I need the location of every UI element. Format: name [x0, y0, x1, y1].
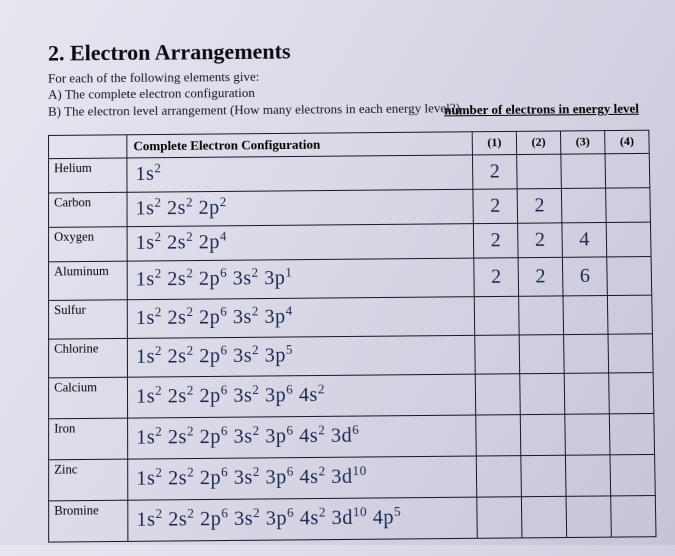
table-row: Helium1s22: [49, 153, 650, 193]
level-value-4: [609, 372, 654, 413]
element-name: Aluminum: [49, 261, 128, 300]
level-value-3: 4: [562, 222, 607, 257]
level-value-2: [521, 455, 566, 496]
table-row: Chlorine1s2 2s2 2p6 3s2 3p5: [49, 334, 654, 378]
level-value-4: [610, 454, 655, 495]
level-col-4: (4): [605, 130, 650, 154]
level-value-3: [565, 455, 610, 496]
section-heading: Electron Arrangements: [70, 38, 291, 65]
level-value-1: 2: [473, 189, 518, 224]
level-value-3: [563, 295, 608, 334]
config-col-header: Complete Electron Configuration: [127, 132, 473, 158]
electron-configuration: 1s2 2s2 2p2: [127, 189, 473, 226]
electron-configuration: 1s2 2s2 2p6 3s2 3p6 4s2 3d6: [128, 415, 477, 459]
level-value-1: 2: [472, 154, 517, 189]
level-value-4: [605, 153, 650, 188]
level-value-1: [476, 455, 521, 496]
level-value-2: 2: [518, 257, 563, 296]
level-value-4: [609, 413, 654, 454]
table-row: Zinc1s2 2s2 2p6 3s2 3p6 4s2 3d10: [49, 454, 656, 500]
level-value-1: [476, 414, 521, 455]
level-value-3: [566, 496, 611, 538]
section-title: 2. Electron Arrangements: [48, 35, 648, 66]
level-value-3: [564, 373, 609, 414]
level-value-2: [520, 414, 565, 455]
element-name: Chlorine: [49, 338, 128, 377]
element-name: Zinc: [49, 459, 128, 501]
level-value-4: [607, 256, 652, 295]
element-name: Bromine: [49, 500, 128, 542]
table-row: Iron1s2 2s2 2p6 3s2 3p6 4s2 3d6: [49, 413, 655, 459]
level-value-3: [561, 154, 606, 189]
level-value-2: [519, 296, 564, 335]
table-row: Oxygen1s2 2s2 2p4224: [49, 222, 651, 262]
table-row: Aluminum1s2 2s2 2p6 3s2 3p1226: [49, 256, 652, 300]
level-value-3: [564, 334, 609, 373]
electron-table: Complete Electron Configuration (1) (2) …: [48, 129, 657, 542]
level-value-3: 6: [562, 257, 607, 296]
element-name: Carbon: [49, 192, 128, 227]
level-value-2: 2: [518, 223, 563, 258]
table-row: Sulfur1s2 2s2 2p6 3s2 3p4: [49, 295, 653, 339]
electron-configuration: 1s2: [127, 155, 473, 192]
level-col-2: (2): [516, 131, 561, 155]
level-value-3: [561, 188, 606, 223]
level-value-1: [474, 296, 519, 335]
element-name: Calcium: [49, 377, 128, 419]
level-value-3: [565, 414, 610, 455]
table-row: Calcium1s2 2s2 2p6 3s2 3p6 4s2: [49, 372, 654, 418]
level-col-1: (1): [472, 131, 516, 155]
element-name: Iron: [49, 418, 128, 460]
electron-configuration: 1s2 2s2 2p6 3s2 3p5: [127, 335, 475, 377]
electron-configuration: 1s2 2s2 2p6 3s2 3p4: [127, 296, 474, 338]
electron-configuration: 1s2 2s2 2p6 3s2 3p6 4s2: [127, 374, 475, 418]
level-value-2: [521, 496, 566, 538]
level-value-4: [606, 222, 651, 257]
level-value-1: [475, 335, 520, 374]
element-name: Sulfur: [49, 299, 128, 338]
level-value-4: [606, 187, 651, 222]
level-value-1: [475, 373, 520, 414]
element-name: Helium: [49, 158, 127, 193]
level-value-4: [608, 334, 653, 373]
level-value-4: [611, 495, 656, 537]
level-value-1: [477, 496, 522, 538]
level-value-2: 2: [517, 188, 562, 223]
table-row: Bromine1s2 2s2 2p6 3s2 3p6 4s2 3d10 4p5: [49, 495, 656, 542]
section-number: 2.: [48, 40, 65, 65]
electron-configuration: 1s2 2s2 2p6 3s2 3p6 4s2 3d10: [128, 456, 477, 500]
level-value-2: [519, 334, 564, 373]
element-name: Oxygen: [49, 226, 128, 261]
electron-configuration: 1s2 2s2 2p6 3s2 3p1: [127, 258, 474, 300]
element-col-header: [49, 135, 127, 159]
level-value-1: 2: [473, 223, 518, 258]
electron-configuration: 1s2 2s2 2p4: [127, 223, 474, 261]
table-row: Carbon1s2 2s2 2p222: [49, 187, 651, 227]
level-value-2: [517, 154, 562, 189]
level-value-1: 2: [474, 257, 519, 296]
level-value-4: [607, 295, 652, 334]
level-col-3: (3): [560, 130, 605, 154]
level-value-2: [520, 373, 565, 414]
electron-configuration: 1s2 2s2 2p6 3s2 3p6 4s2 3d10 4p5: [128, 497, 477, 541]
